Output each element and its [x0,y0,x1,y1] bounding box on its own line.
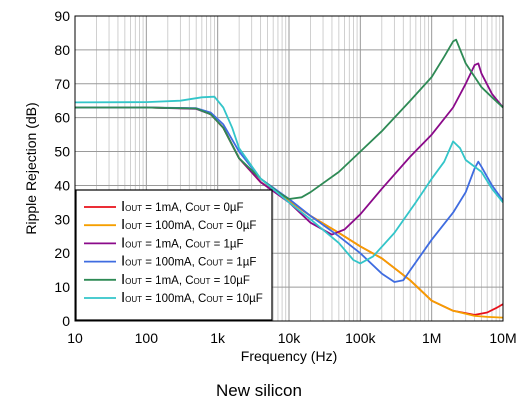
ripple-rejection-chart: 10 100 1k 10k 100k 1M 10M 0102030405060708090 … [23,8,517,364]
legend-entry: IOUT = 100mA, COUT = 1µF [121,253,256,270]
legend-entry: IOUT = 100mA, COUT = 0µF [121,216,256,233]
y-tick-label: 20 [54,245,70,261]
series-lines [74,38,504,319]
series-line-5 [75,38,504,200]
y-tick-label: 30 [54,211,70,227]
x-tick-label: 10M [489,330,516,346]
y-tick-label: 10 [54,279,70,295]
y-tick-label: 80 [54,42,70,58]
y-tick-label: 40 [54,177,70,193]
x-tick-label: 1M [422,330,441,346]
y-tick-labels: 0 10 20 30 40 50 60 70 80 90 [54,8,70,329]
x-tick-label: 10k [278,330,302,346]
x-tick-label: 10 [67,330,83,346]
chart-caption: New silicon [216,381,302,400]
x-axis-label: Frequency (Hz) [241,348,337,364]
x-tick-label: 1k [210,330,226,346]
y-tick-label: 70 [54,76,70,92]
y-tick-label: 60 [54,110,70,126]
x-tick-label: 100 [135,330,159,346]
y-tick-label: 50 [54,144,70,160]
series-line-6 [74,95,504,265]
x-tick-labels: 10 100 1k 10k 100k 1M 10M [67,330,516,346]
series-line-4 [75,106,504,283]
legend-entry: IOUT = 1mA, COUT = 0µF [121,198,244,215]
x-tick-label: 100k [345,330,376,346]
legend-entry: IOUT = 1mA, COUT = 1µF [121,234,244,251]
legend-entry: IOUT = 100mA, COUT = 10µF [121,289,263,306]
y-axis-label: Ripple Rejection (dB) [23,102,39,234]
y-tick-label: 0 [62,313,70,329]
legend-entry: IOUT = 1mA, COUT = 10µF [121,271,250,288]
y-tick-label: 90 [54,8,70,24]
plot-frame [74,15,504,322]
